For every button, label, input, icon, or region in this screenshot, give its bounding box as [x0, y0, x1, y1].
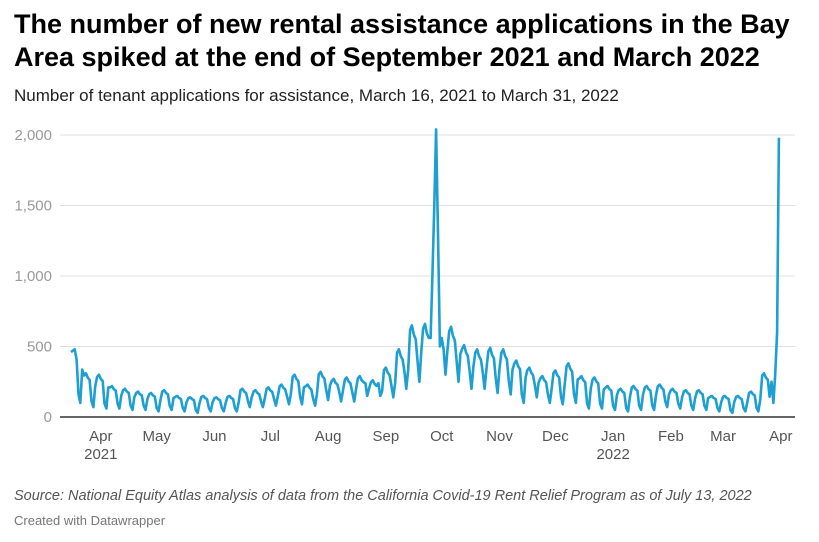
x-tick-label: May [143, 428, 172, 445]
x-tick-label: Sep [372, 428, 399, 445]
series-line-applications [70, 128, 781, 415]
chart-subtitle: Number of tenant applications for assist… [14, 86, 619, 105]
x-tick-label: Jul [261, 428, 280, 445]
x-tick-label: Feb [658, 428, 684, 445]
y-tick-label: 0 [44, 409, 52, 426]
x-tick-label: Aug [315, 428, 342, 445]
y-tick-label: 2,000 [14, 127, 52, 144]
y-tick-label: 1,500 [14, 198, 52, 215]
x-tick-label: Mar [710, 428, 736, 445]
datawrapper-credit-link[interactable]: Created with Datawrapper [14, 513, 166, 528]
source-note: Source: National Equity Atlas analysis o… [14, 488, 752, 504]
x-tick-label: Jun [202, 428, 226, 445]
y-tick-label: 1,000 [14, 268, 52, 285]
x-tick-label: Apr [89, 428, 112, 445]
x-tick-label: Nov [486, 428, 513, 445]
x-tick-label: Apr [769, 428, 792, 445]
x-tick-year-label: 2022 [596, 446, 629, 463]
x-tick-year-label: 2021 [84, 446, 117, 463]
x-tick-label: Dec [542, 428, 569, 445]
y-tick-label: 500 [27, 339, 52, 356]
chart-title: The number of new rental assistance appl… [14, 9, 790, 72]
x-tick-label: Jan [601, 428, 625, 445]
x-tick-label: Oct [430, 428, 454, 445]
